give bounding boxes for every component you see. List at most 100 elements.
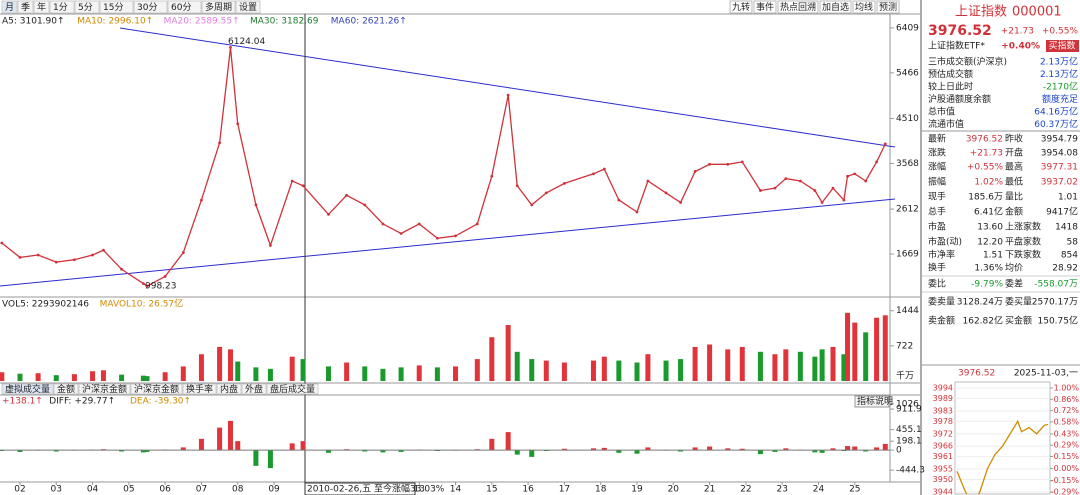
period-tab[interactable] bbox=[235, 0, 261, 14]
help-button[interactable] bbox=[854, 395, 890, 408]
indicator-tab[interactable] bbox=[241, 383, 267, 395]
bar bbox=[217, 427, 223, 451]
period-tab[interactable] bbox=[33, 0, 50, 14]
legend-item: MA20: 2589.55↑ bbox=[164, 17, 240, 27]
price-point bbox=[679, 201, 682, 204]
y2-tick-label: 0.72% bbox=[1054, 406, 1080, 415]
etf-pct: +0.40% bbox=[1001, 42, 1040, 52]
bar bbox=[561, 362, 567, 381]
tool-button-label[interactable]: 加自选 bbox=[822, 1, 849, 13]
period-tab[interactable] bbox=[133, 0, 168, 14]
stock-pct: +0.55% bbox=[1042, 27, 1079, 37]
tool-button[interactable] bbox=[876, 0, 900, 14]
bar bbox=[144, 376, 150, 381]
bar bbox=[53, 450, 59, 452]
bar bbox=[253, 367, 259, 381]
bar bbox=[882, 315, 888, 381]
x-tick-label: 20 bbox=[668, 485, 680, 495]
price-point bbox=[200, 198, 203, 202]
period-tab-label[interactable]: 5分 bbox=[78, 2, 93, 13]
bar bbox=[325, 450, 331, 453]
period-tab[interactable] bbox=[17, 0, 34, 14]
indicator-tab[interactable] bbox=[53, 383, 79, 395]
period-tab-label[interactable]: 年 bbox=[37, 1, 46, 13]
indicator-tab-label[interactable]: 虚拟成交量 bbox=[5, 383, 50, 395]
tool-button[interactable] bbox=[753, 0, 777, 14]
unit-label: 千万 bbox=[896, 371, 914, 382]
tool-button[interactable] bbox=[852, 0, 876, 14]
bar bbox=[590, 448, 596, 451]
buy-button[interactable] bbox=[1046, 40, 1079, 52]
indicator-tab[interactable] bbox=[78, 383, 131, 395]
price-point bbox=[563, 181, 566, 185]
period-tab-label[interactable]: 1分 bbox=[53, 2, 68, 13]
tool-button-label[interactable]: 九转 bbox=[732, 1, 750, 13]
x-tick-label: 07 bbox=[196, 485, 207, 495]
price-point bbox=[120, 267, 123, 271]
bar bbox=[772, 450, 778, 452]
tool-button-label[interactable]: 预测 bbox=[879, 2, 897, 13]
period-tab-label[interactable]: 季 bbox=[21, 1, 30, 13]
tool-button-label[interactable]: 均线 bbox=[855, 1, 873, 13]
quote-label: 涨跌 bbox=[928, 148, 946, 159]
price-point bbox=[820, 201, 824, 204]
indicator-tab-label[interactable]: 外盘 bbox=[245, 383, 263, 395]
price-point bbox=[381, 222, 385, 226]
quote-label: 量比 bbox=[1005, 191, 1023, 203]
tool-button-label[interactable]: 热点回溯 bbox=[780, 1, 816, 13]
quote-value: 6.41亿 bbox=[974, 206, 1003, 218]
bar bbox=[529, 450, 535, 457]
period-tab[interactable] bbox=[1, 0, 18, 14]
x-tick-label: 18 bbox=[595, 485, 607, 495]
y-tick-label: 6409 bbox=[896, 23, 919, 33]
y2-tick-label: 0.29% bbox=[1054, 441, 1080, 450]
tool-button[interactable] bbox=[729, 0, 753, 14]
bar bbox=[882, 443, 888, 451]
period-tab[interactable] bbox=[167, 0, 202, 14]
bar bbox=[616, 360, 622, 381]
price-point bbox=[853, 172, 857, 176]
period-tab-label[interactable]: 多周期 bbox=[205, 1, 232, 13]
buy-button-label[interactable]: 买指数 bbox=[1048, 40, 1075, 52]
indicator-tab[interactable] bbox=[1, 383, 54, 395]
period-tab[interactable] bbox=[49, 0, 75, 14]
indicator-tab[interactable] bbox=[216, 383, 242, 395]
period-tab-label[interactable]: 30分 bbox=[137, 2, 157, 13]
bar bbox=[645, 354, 651, 381]
indicator-tab-label[interactable]: 沪深京金额 bbox=[134, 383, 179, 395]
tool-button[interactable] bbox=[819, 0, 852, 14]
bar bbox=[140, 450, 146, 453]
price-point bbox=[0, 241, 4, 245]
help-button-label[interactable]: 指标说明 bbox=[857, 395, 893, 407]
indicator-tab[interactable] bbox=[130, 383, 183, 395]
price-point bbox=[54, 260, 58, 264]
indicator-tab-label[interactable]: 盘后成交量 bbox=[270, 383, 315, 395]
price-point bbox=[544, 191, 548, 195]
period-tab[interactable] bbox=[74, 0, 100, 14]
y-tick-label: 3989 bbox=[933, 394, 953, 403]
quote-label: 最高 bbox=[1005, 161, 1023, 173]
x-tick-label: 04 bbox=[87, 485, 99, 495]
bar bbox=[601, 356, 607, 381]
indicator-tab-label[interactable]: 换手率 bbox=[186, 383, 213, 395]
indicator-tab[interactable] bbox=[182, 383, 217, 395]
indicator-tab-label[interactable]: 内盘 bbox=[220, 383, 238, 395]
quote-value: 12.20 bbox=[977, 238, 1003, 248]
tool-button-label[interactable]: 事件 bbox=[756, 1, 774, 13]
period-tab[interactable] bbox=[201, 0, 236, 14]
indicator-tab-label[interactable]: 沪深京金额 bbox=[82, 383, 127, 395]
info-value: 60.37万亿 bbox=[1034, 118, 1078, 130]
period-tab[interactable] bbox=[99, 0, 134, 14]
period-tab-label[interactable]: 月 bbox=[5, 2, 14, 13]
bar bbox=[289, 356, 295, 381]
period-tab-label[interactable]: 60分 bbox=[171, 2, 191, 13]
indicator-tab[interactable] bbox=[266, 383, 319, 395]
bar bbox=[325, 366, 331, 381]
price-point bbox=[798, 179, 802, 183]
stock-price: 3976.52 bbox=[928, 23, 992, 39]
period-tab-label[interactable]: 15分 bbox=[103, 2, 123, 13]
period-tab-label[interactable]: 设置 bbox=[239, 2, 257, 13]
indicator-tab-label[interactable]: 金额 bbox=[57, 383, 75, 395]
tool-button[interactable] bbox=[777, 0, 819, 14]
price-point bbox=[417, 222, 421, 226]
